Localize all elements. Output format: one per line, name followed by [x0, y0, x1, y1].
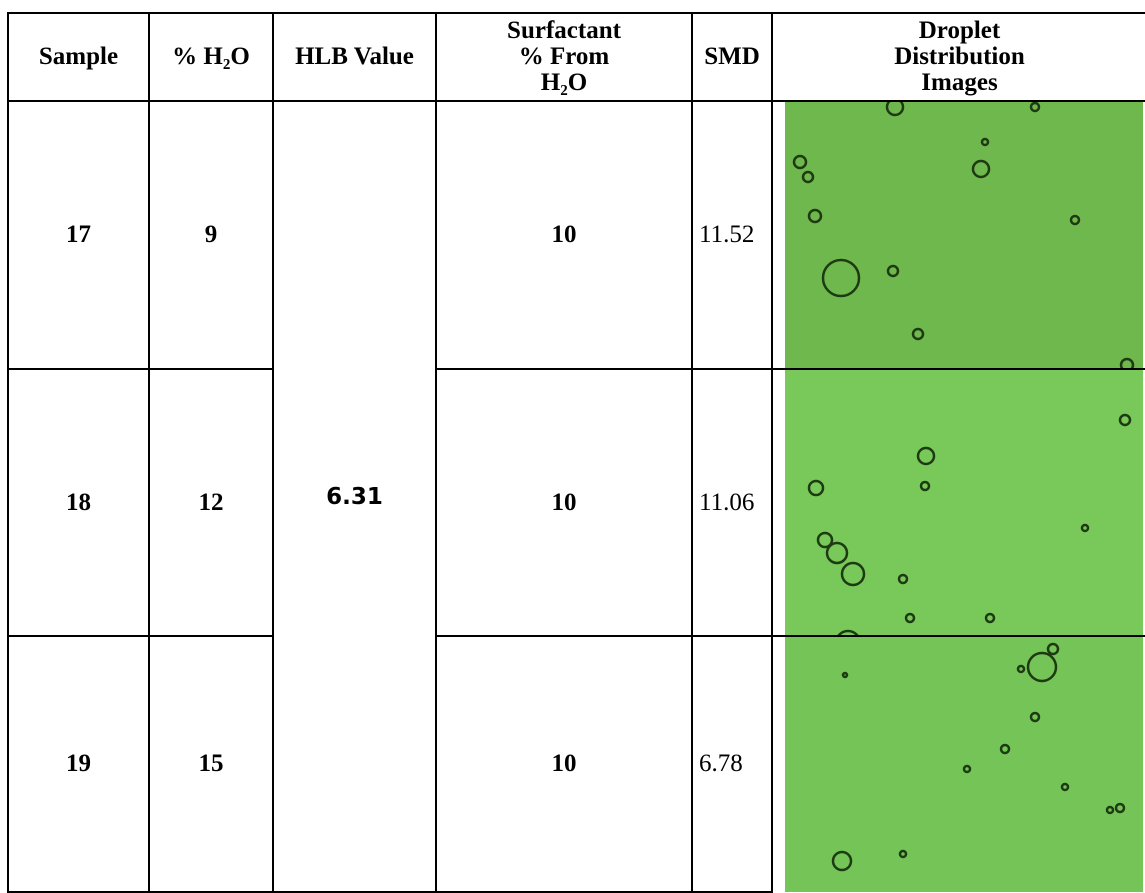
sample: 18 — [8, 369, 149, 636]
image-cell — [772, 636, 1145, 892]
surfactant: 10 — [436, 101, 692, 369]
surfactant: 10 — [436, 636, 692, 892]
water: 12 — [149, 369, 273, 636]
droplet-image — [785, 637, 1143, 892]
page: {"table": { "header": ["Sample", "% H₂O"… — [0, 0, 1145, 886]
header-cell: % H₂O — [149, 13, 273, 101]
surfactant: 10 — [436, 369, 692, 636]
header-cell: HLB Value — [273, 13, 436, 101]
row: 19 15 10 6.78 — [8, 636, 1145, 892]
row: 17 9 6.31 10 11.52 — [8, 101, 1145, 369]
water: 9 — [149, 101, 273, 369]
smd: 11.52 — [692, 101, 772, 369]
smd: 11.06 — [692, 369, 772, 636]
row: 18 12 10 11.06 — [8, 369, 1145, 636]
header-cell: SMD — [692, 13, 772, 101]
image-cell — [772, 101, 1145, 369]
header-row: Sample % H₂O HLB Value Surfactant % From… — [8, 13, 1145, 101]
header-cell: Sample — [8, 13, 149, 101]
sample: 19 — [8, 636, 149, 892]
image-cell — [772, 369, 1145, 636]
sample: 17 — [8, 101, 149, 369]
header-cell: Surfactant % From H₂O — [436, 13, 692, 101]
hlb-value: 6.31 — [273, 101, 436, 892]
water: 15 — [149, 636, 273, 892]
data-table: Sample % H₂O HLB Value Surfactant % From… — [7, 12, 1145, 893]
smd: 6.78 — [692, 636, 772, 892]
header-cell: Droplet Distribution Images — [772, 13, 1145, 101]
droplet-image — [785, 370, 1143, 635]
droplet-image — [785, 102, 1143, 368]
